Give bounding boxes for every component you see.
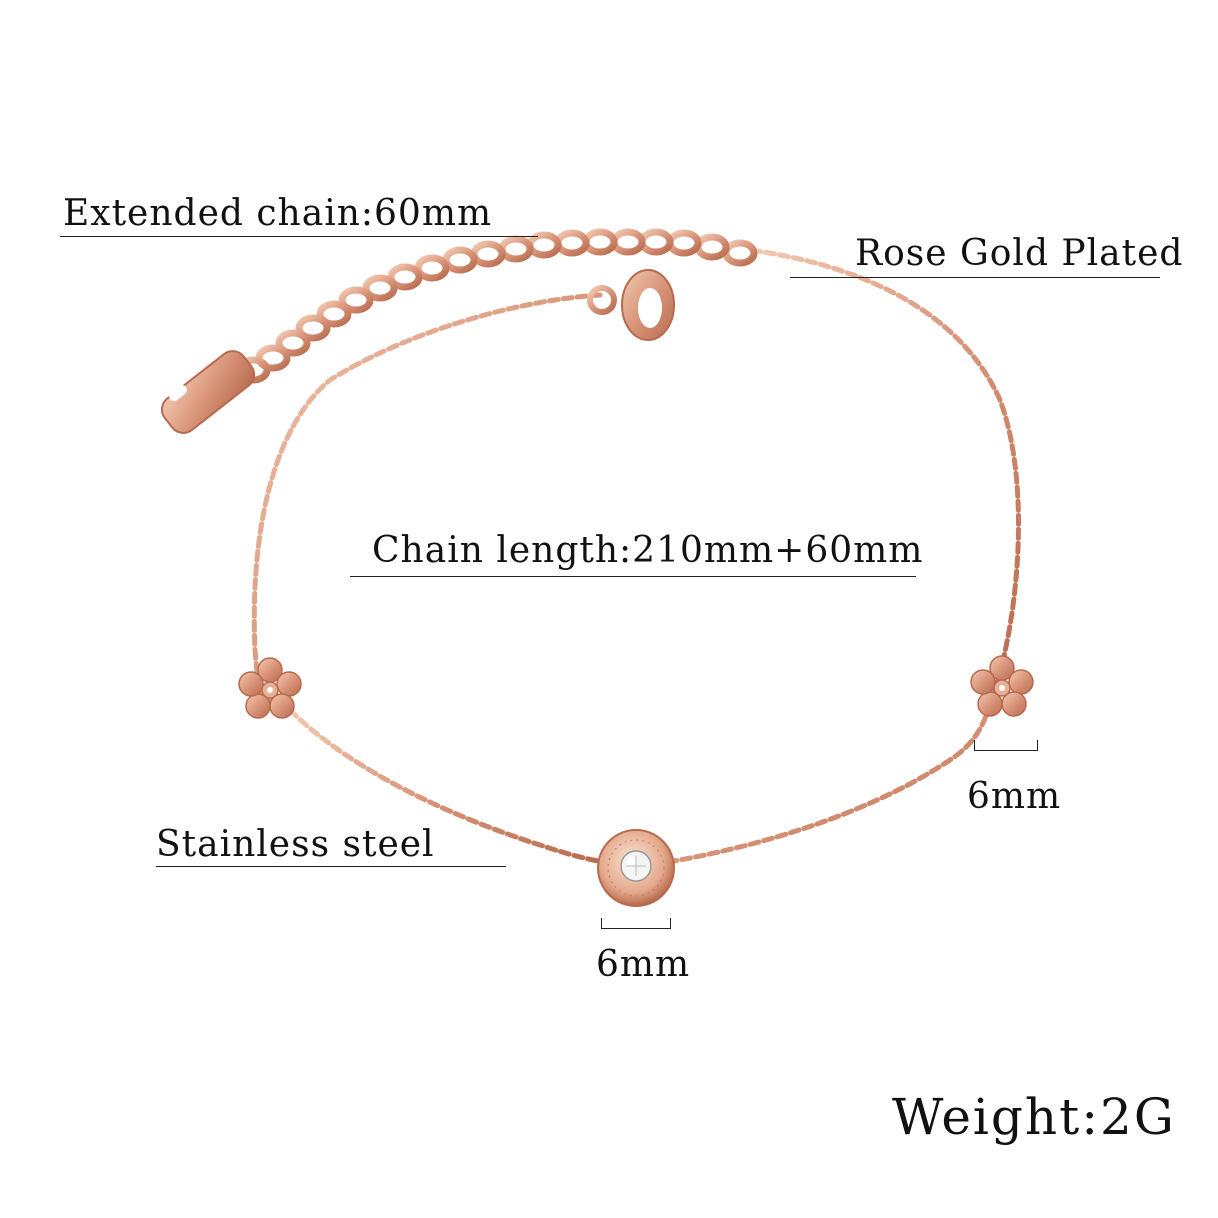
- charm-size-bracket: [601, 918, 671, 929]
- stainless-steel-label: Stainless steel: [156, 824, 435, 865]
- chain-length-label: Chain length:210mm+60mm: [372, 530, 924, 571]
- rose-gold-rule: [790, 277, 1160, 278]
- lobster-clasp: [587, 269, 675, 341]
- left-flower: [238, 657, 302, 719]
- stainless-steel-rule: [156, 866, 506, 867]
- extension-chain: [235, 228, 758, 384]
- center-charm: [597, 829, 675, 907]
- extended-chain-label: Extended chain:60mm: [63, 193, 493, 234]
- right-flower: [970, 655, 1034, 717]
- charm-size-label: 6mm: [596, 944, 691, 985]
- end-tag: [160, 350, 256, 434]
- flower-size-bracket: [974, 740, 1038, 751]
- extended-chain-rule: [60, 236, 538, 237]
- rose-gold-label: Rose Gold Plated: [855, 233, 1184, 274]
- weight-label: Weight:2G: [892, 1088, 1176, 1146]
- chain-length-rule: [350, 576, 916, 577]
- flower-size-label: 6mm: [967, 776, 1062, 817]
